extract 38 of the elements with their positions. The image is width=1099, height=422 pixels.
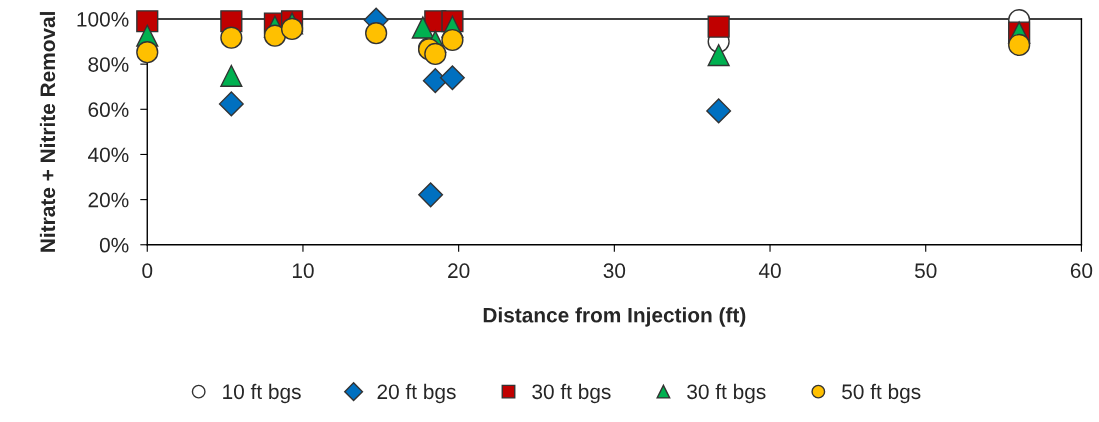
- legend-label: 30 ft bgs: [687, 383, 766, 404]
- legend-label: 20 ft bgs: [377, 383, 456, 404]
- x-tick-label: 50: [914, 263, 937, 279]
- point: [220, 26, 243, 49]
- point: [707, 15, 730, 38]
- point: [422, 68, 448, 94]
- y-tick-label: 80%: [88, 57, 129, 72]
- point: [263, 24, 287, 47]
- legend-label: 30 ft bgs: [532, 383, 611, 404]
- point: [418, 182, 444, 208]
- x-tick-label: 0: [142, 263, 153, 279]
- point: [280, 17, 304, 41]
- point: [365, 22, 388, 45]
- point: [220, 64, 243, 87]
- y-tick-label: 40%: [87, 147, 129, 163]
- y-tick-label: 60%: [88, 102, 129, 118]
- x-tick-label: 30: [603, 263, 626, 279]
- point: [1008, 33, 1031, 57]
- point: [441, 28, 464, 52]
- x-tick-label: 10: [292, 263, 314, 279]
- point: [218, 91, 244, 117]
- x-tick-label: 40: [758, 263, 781, 279]
- x-tick-label: 20: [448, 263, 470, 279]
- x-tick-label: 60: [1070, 263, 1093, 279]
- point: [424, 42, 447, 66]
- point: [439, 65, 465, 91]
- legend-label: 50 ft bgs: [842, 383, 921, 404]
- legend-label: 10 ft bgs: [223, 383, 301, 404]
- y-tick-label: 100%: [77, 11, 129, 27]
- y-axis-title: Nitrate + Nitrite Removal: [39, 12, 56, 252]
- point: [136, 41, 159, 64]
- y-tick-label: 20%: [88, 192, 129, 208]
- point: [411, 16, 434, 39]
- point: [706, 98, 732, 124]
- point: [136, 10, 159, 33]
- y-tick-label: 0%: [99, 237, 129, 253]
- x-axis-title: Distance from Injection (ft): [483, 307, 746, 327]
- point: [707, 44, 730, 67]
